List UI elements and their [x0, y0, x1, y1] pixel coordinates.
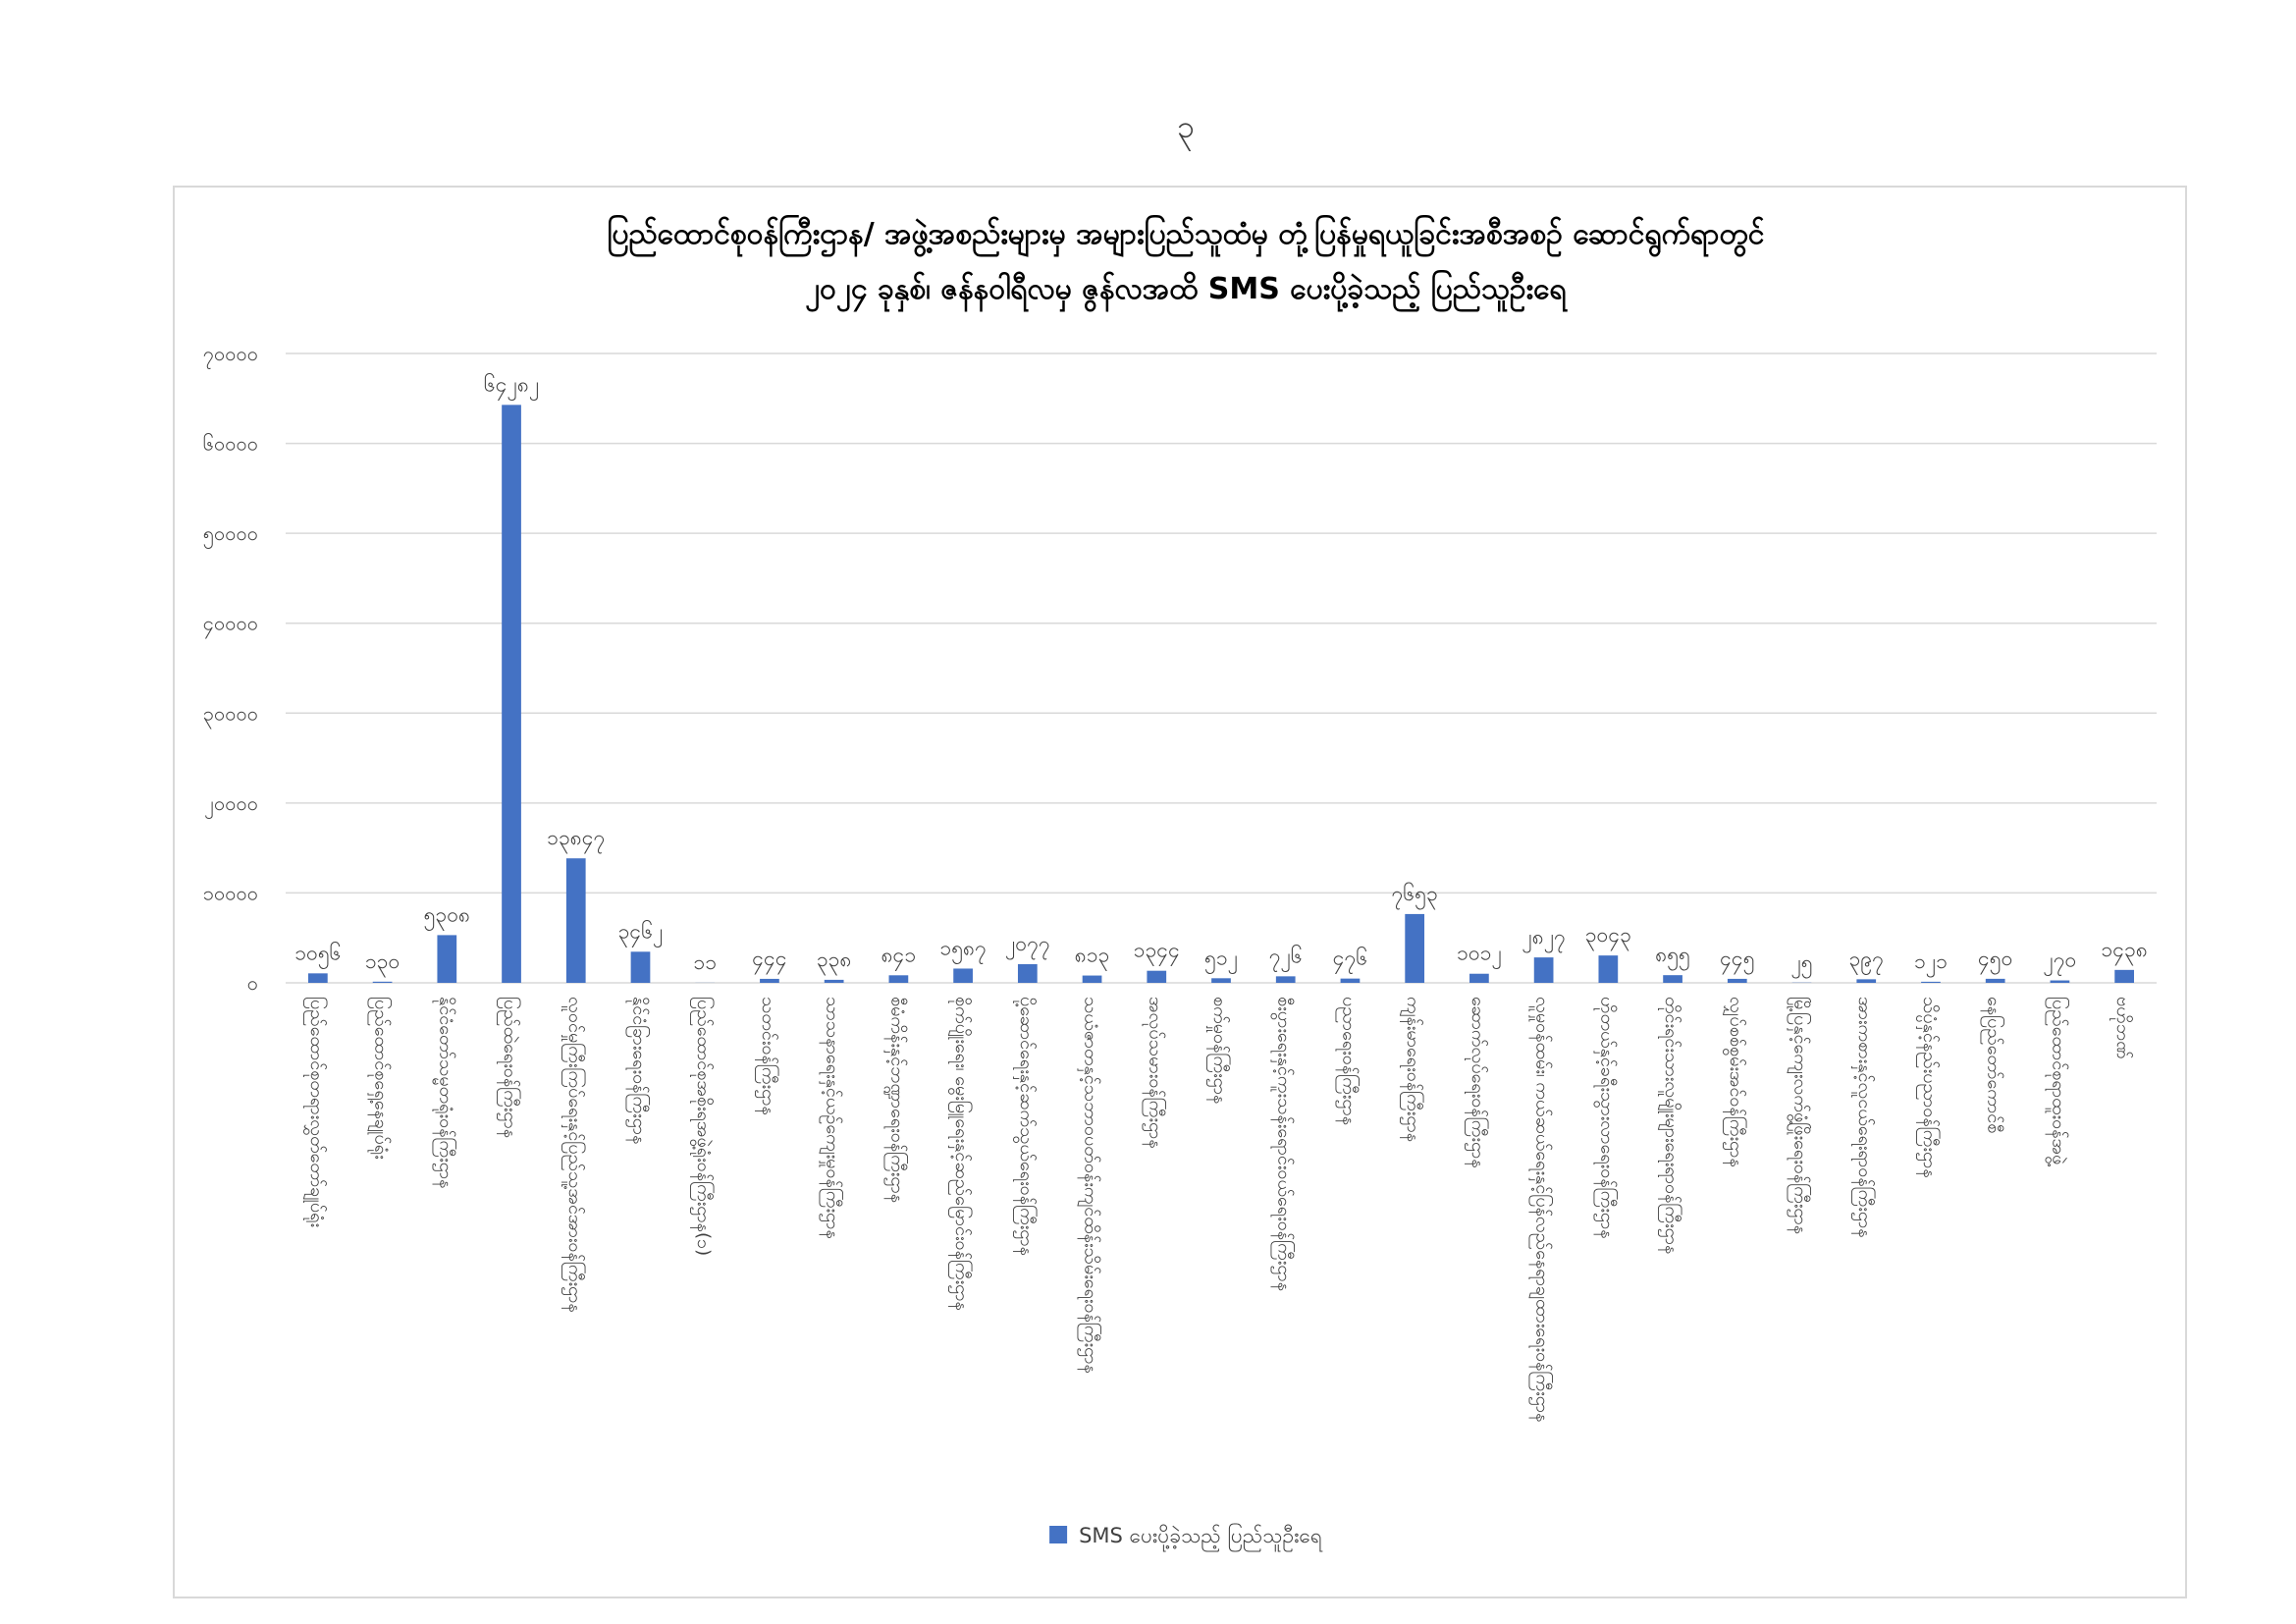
- bar: [2050, 980, 2070, 983]
- chart-subtitle: ၂၀၂၄ ခုနှစ်၊ ဇန်နဝါရီလမှ ဇွန်လအထိ SMS ပေ…: [805, 269, 1569, 313]
- bar: [1082, 975, 1102, 983]
- x-tick-label: နိုင်ငံတော်သမ္မတရုံးဝန်ကြီးဌာန: [432, 997, 456, 1188]
- bar: [1533, 957, 1554, 983]
- x-tick-label: မြို့ပြနှင့်ကျေးလက်ဖွံ့ဖြိုးရေးဝန်ကြီးဌာ…: [1788, 997, 1812, 1234]
- bar: [1598, 955, 1619, 983]
- bar: [824, 979, 844, 983]
- x-tick-label: ဆောက်လုပ်ရေးဝန်ကြီးဌာန: [1465, 997, 1489, 1168]
- chart-frame: [173, 186, 2187, 1598]
- bar: [308, 973, 328, 983]
- bar: [1469, 973, 1489, 983]
- bar: [1275, 976, 1296, 983]
- data-label: ၂၅: [1790, 950, 1812, 979]
- x-tick-label: တိုင်းရင်းသားလူမျိုးများရေးရာဝန်ကြီးဌာန: [1658, 997, 1682, 1254]
- bar: [1340, 978, 1361, 983]
- bar: [630, 951, 651, 983]
- y-tick-label: ၂၀၀၀၀: [204, 791, 258, 819]
- x-tick-label: ဗဟိုဘဏ်: [2109, 997, 2133, 1058]
- bar: [372, 981, 393, 983]
- x-tick-label: ပြည်ထောင်စုရာထူးဝန်အဖွဲ့: [2045, 997, 2069, 1166]
- x-tick-label: စက်မှုဝန်ကြီးဌာန: [1206, 997, 1231, 1104]
- bar: [1017, 963, 1038, 983]
- x-tick-label: လျှပ်စစ်စွမ်းအင်ဝန်ကြီးဌာန: [1723, 997, 1747, 1167]
- x-tick-label: သိပ္ပံနှင့်နည်းပညာဝန်ကြီးဌာန: [1916, 997, 1941, 1178]
- x-tick-label: ပညာရေးဝန်ကြီးဌာန: [1335, 997, 1360, 1125]
- x-tick-label: စီမံကိန်းနှင့်ဘဏ္ဍာရေးဝန်ကြီးဌာန: [883, 997, 908, 1203]
- x-tick-label: ပြည်ထောင်စုအစိုးရအဖွဲ့ရုံးဝန်ကြီးဌာန(၁): [690, 997, 715, 1256]
- x-tick-label: သာသနာရေးနှင့်ယဉ်ကျေးမှုဝန်ကြီးဌာန: [820, 997, 844, 1239]
- bar: [888, 975, 909, 983]
- bar: [2114, 969, 2134, 983]
- x-tick-label: သတင်းဝန်ကြီးဌာန: [755, 997, 779, 1115]
- legend-label: SMS ပေးပို့ခဲ့သည့် ပြည်သူဦးရေ: [1079, 1522, 1323, 1552]
- x-tick-label: သယံဇာတနှင့်သဘာဝပတ်ဝန်းကျင်ထိန်းသိမ်းရေးဝ…: [1078, 997, 1102, 1374]
- y-tick-label: ၃၀၀၀၀: [203, 701, 258, 729]
- y-tick-label: ၆၀၀၀၀: [203, 432, 258, 456]
- x-tick-label: ပြည်ထဲရေးဝန်ကြီးဌာန: [497, 997, 521, 1138]
- chart-title: ပြည်ထောင်စုဝန်ကြီးဌာန/ အဖွဲ့အစည်းများမှ …: [608, 214, 1765, 258]
- x-tick-label: ပြည်ထောင်စုရှေ့နေချုပ်ရုံး: [368, 997, 393, 1160]
- bar: [502, 405, 521, 983]
- bar: [1921, 981, 1941, 983]
- x-tick-label: နေပြည်တော်ကောင်စီ: [1981, 997, 2005, 1133]
- bar: [1211, 978, 1231, 983]
- data-label: ၇၂၆: [1269, 943, 1303, 972]
- legend-swatch: [1049, 1526, 1068, 1543]
- y-tick-label: ၇၀၀၀၀: [203, 342, 258, 369]
- data-label: ၁၁: [693, 950, 717, 974]
- x-tick-label: လူဝင်မှုကြီးကြပ်ရေးနှင့်ပြည်သူ့အင်အားဝန်…: [561, 997, 586, 1313]
- y-tick-label: ၄၀၀၀၀: [203, 612, 258, 639]
- bar: [1985, 978, 2005, 983]
- x-tick-label: စီးပွားရေးနှင့်ကူးသန်းရောင်းဝယ်ရေးဝန်ကြီ…: [1271, 997, 1296, 1291]
- bar: [565, 858, 586, 983]
- bar: [1663, 975, 1682, 983]
- x-tick-label: ကျန်းမာရေးဝန်ကြီးဌာန: [1400, 997, 1424, 1142]
- x-tick-label: ဟိုတယ်နှင့်ခရီးသွားလာရေးဝန်ကြီးဌာန: [1593, 997, 1618, 1239]
- x-tick-label: ပို့ဆောင်ရေးနှင့်ဆက်သွယ်ရေးဝန်ကြီးဌာန: [1013, 997, 1038, 1256]
- data-label: ၃၄၆၂: [618, 918, 664, 947]
- bar: [1147, 970, 1167, 983]
- y-tick-label: ၀: [247, 971, 258, 995]
- data-label: ၆၄၂၈၂: [484, 371, 539, 401]
- bar: [1727, 978, 1747, 983]
- bar: [1405, 913, 1425, 983]
- bar: [760, 978, 779, 983]
- page-number: ၃: [1177, 108, 1195, 151]
- bar: [437, 935, 457, 983]
- x-tick-label: နိုင်ငံခြားရေးဝန်ကြီးဌာန: [625, 997, 650, 1144]
- x-tick-label: စိုက်ပျိုးရေး၊ မွေးမြူရေးနှင့်ဆည်မြောင်း…: [948, 997, 973, 1311]
- data-label: ၄၇၆: [1333, 946, 1367, 975]
- x-tick-label: ပြည်ထောင်စုတရားလွှတ်တော်ချုပ်ရုံး: [303, 997, 328, 1227]
- bar: [1856, 979, 1877, 983]
- y-tick-label: ၅၀၀၀၀: [203, 521, 258, 549]
- data-label: ၁၀၅၆: [294, 940, 341, 969]
- x-tick-label: အလုပ်သမားဝန်ကြီးဌာန: [1142, 997, 1166, 1149]
- bar: [953, 968, 973, 983]
- y-tick-label: ၁၀၀၀၀: [203, 881, 258, 904]
- data-label: ၇၆၅၃: [1392, 881, 1438, 910]
- x-tick-label: လူမှုဝန်ထမ်း၊ ကယ်ဆယ်ရေးနှင့်ပြန်လည်နေရာခ…: [1529, 997, 1554, 1422]
- x-tick-label: အားကစားနှင့်လူငယ်ရေးရာဝန်ကြီးဌာန: [1851, 997, 1876, 1238]
